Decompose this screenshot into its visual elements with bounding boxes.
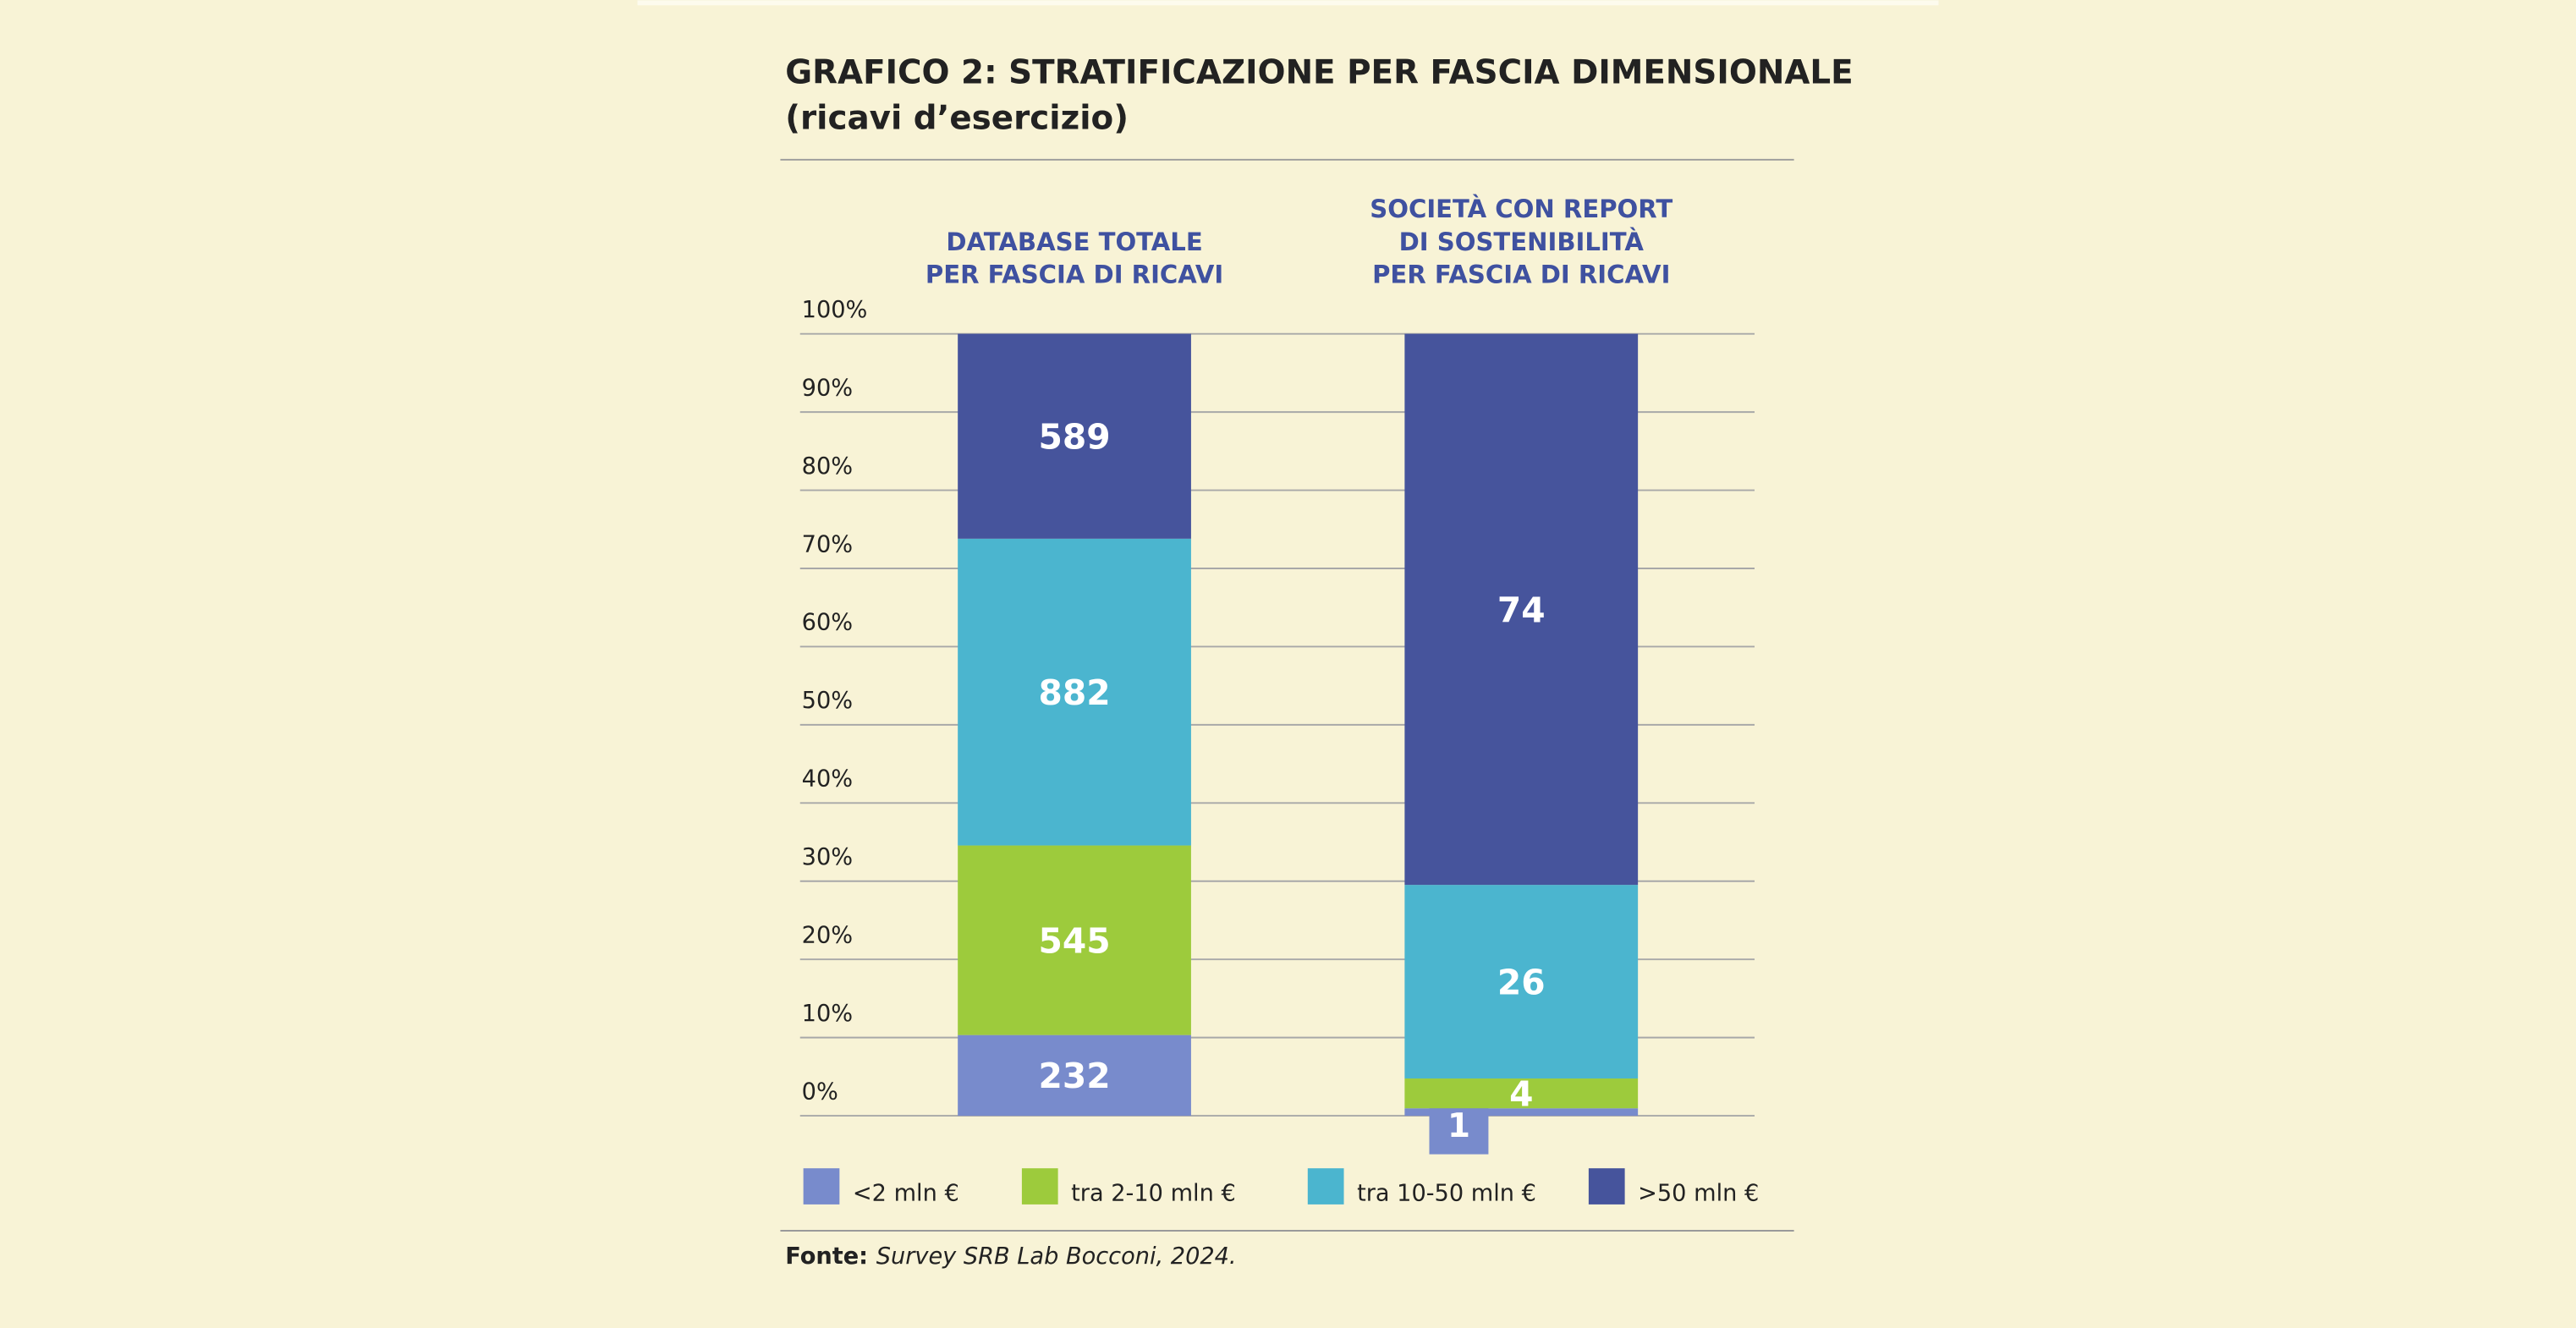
y-tick-label: 20% (802, 922, 853, 948)
source: Fonte: Survey SRB Lab Bocconi, 2024. (785, 1243, 1236, 1270)
category-label: PER FASCIA DI RICAVI (925, 261, 1223, 289)
legend-label: tra 10-50 mln € (1357, 1181, 1536, 1207)
value-label: 74 (1497, 590, 1546, 630)
source-text: Survey SRB Lab Bocconi, 2024. (876, 1243, 1237, 1270)
y-tick-label: 40% (802, 766, 853, 793)
y-tick-label: 30% (802, 844, 853, 870)
y-tick-label: 10% (802, 1001, 853, 1027)
y-tick-label: 90% (802, 375, 853, 401)
category-label: SOCIETÀ CON REPORT (1370, 195, 1672, 223)
top-strip (637, 0, 1939, 6)
value-label: 26 (1497, 962, 1546, 1002)
legend-swatch (1021, 1168, 1058, 1205)
source-label: Fonte: (785, 1243, 868, 1270)
legend-swatch (1307, 1168, 1344, 1205)
legend-swatch (1588, 1168, 1625, 1205)
category-label: DI SOSTENIBILITÀ (1399, 228, 1645, 256)
chart-title: GRAFICO 2: STRATIFICAZIONE PER FASCIA DI… (785, 53, 1853, 91)
bar-segment (958, 1034, 1191, 1117)
bar-segment (1404, 885, 1639, 1079)
y-tick-label: 80% (802, 453, 853, 480)
legend-label: <2 mln € (853, 1181, 959, 1207)
bar-segment (1404, 1078, 1639, 1109)
bar-segment (1404, 1108, 1639, 1117)
bar-segment (958, 333, 1191, 539)
y-tick-label: 0% (802, 1078, 838, 1105)
value-label: 545 (1038, 920, 1110, 961)
value-label: 589 (1038, 417, 1110, 458)
value-label: 4 (1509, 1074, 1533, 1115)
y-tick-label: 50% (802, 688, 853, 714)
value-label: 1 (1447, 1107, 1470, 1145)
legend-label: tra 2-10 mln € (1071, 1181, 1236, 1207)
category-label: PER FASCIA DI RICAVI (1372, 261, 1670, 289)
y-tick-label: 60% (802, 610, 853, 636)
category-label: DATABASE TOTALE (946, 228, 1202, 256)
chart-subtitle: (ricavi d’esercizio) (785, 100, 1129, 138)
bar-segment (958, 538, 1191, 846)
value-label: 232 (1038, 1056, 1110, 1096)
value-label: 882 (1038, 672, 1110, 713)
legend-label: >50 mln € (1638, 1181, 1759, 1207)
y-tick-label: 70% (802, 531, 853, 557)
bar-segment (1404, 333, 1639, 886)
y-tick-label: 100% (802, 297, 868, 323)
legend-swatch (803, 1168, 840, 1205)
bar-segment (958, 845, 1191, 1035)
